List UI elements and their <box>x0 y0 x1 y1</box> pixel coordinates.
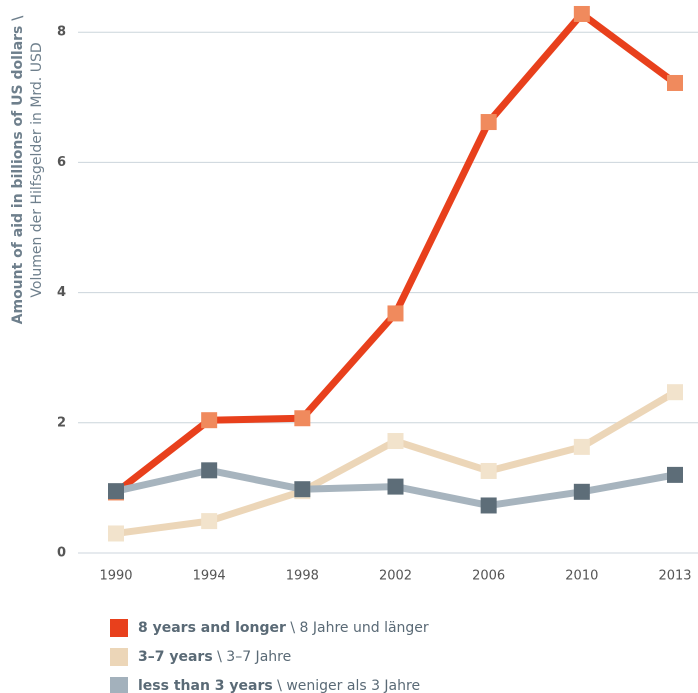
marker <box>573 483 590 500</box>
marker <box>573 5 590 22</box>
legend-name-de: 8 Jahre und länger <box>300 620 429 636</box>
y-tick-label: 6 <box>57 155 66 170</box>
marker <box>201 462 218 479</box>
x-tick-label: 2006 <box>472 569 505 584</box>
marker <box>108 525 124 542</box>
y-tick-label: 8 <box>57 25 66 40</box>
x-tick-label: 1998 <box>286 569 319 584</box>
marker <box>201 412 218 429</box>
y-axis-label: Amount of aid in billions of US dollars … <box>10 15 26 325</box>
legend-label: 3–7 years \ 3–7 Jahre <box>138 649 291 665</box>
legend-swatch <box>110 677 128 693</box>
legend-label: 8 years and longer \ 8 Jahre und länger <box>138 620 429 636</box>
marker <box>201 513 218 530</box>
y-tick-label: 4 <box>57 285 66 300</box>
x-tick-label: 1990 <box>99 569 132 584</box>
marker <box>480 497 497 514</box>
legend-swatch <box>110 648 128 666</box>
series-line <box>115 389 677 537</box>
marker <box>387 478 404 495</box>
marker <box>294 481 311 498</box>
marker <box>294 410 311 427</box>
x-tick-label: 2002 <box>379 569 412 584</box>
marker <box>667 74 683 91</box>
legend-swatch <box>110 619 128 637</box>
legend-name: 3–7 years <box>138 649 213 665</box>
x-tick-label: 1994 <box>193 569 226 584</box>
marker <box>387 305 404 322</box>
y-tick-label: 2 <box>57 415 66 430</box>
marker <box>480 114 497 131</box>
legend-separator: \ <box>290 620 295 636</box>
marker <box>108 483 124 500</box>
legend-label: less than 3 years \ weniger als 3 Jahre <box>138 678 420 693</box>
legend-separator: \ <box>217 649 222 665</box>
x-tick-label: 2010 <box>565 569 598 584</box>
marker <box>667 384 683 401</box>
marker <box>480 462 497 479</box>
marker <box>387 433 404 450</box>
legend-name: 8 years and longer <box>138 620 286 636</box>
legend-name-de: weniger als 3 Jahre <box>286 678 420 693</box>
x-tick-label: 2013 <box>658 569 691 584</box>
legend-name: less than 3 years <box>138 678 273 693</box>
legend-separator: \ <box>277 678 282 693</box>
y-axis-sublabel: Volumen der Hilfsgelder in Mrd. USD <box>29 42 45 297</box>
legend-name-de: 3–7 Jahre <box>226 649 291 665</box>
marker <box>573 438 590 455</box>
marker <box>667 466 683 483</box>
y-tick-label: 0 <box>57 546 66 561</box>
series-line <box>113 10 678 496</box>
